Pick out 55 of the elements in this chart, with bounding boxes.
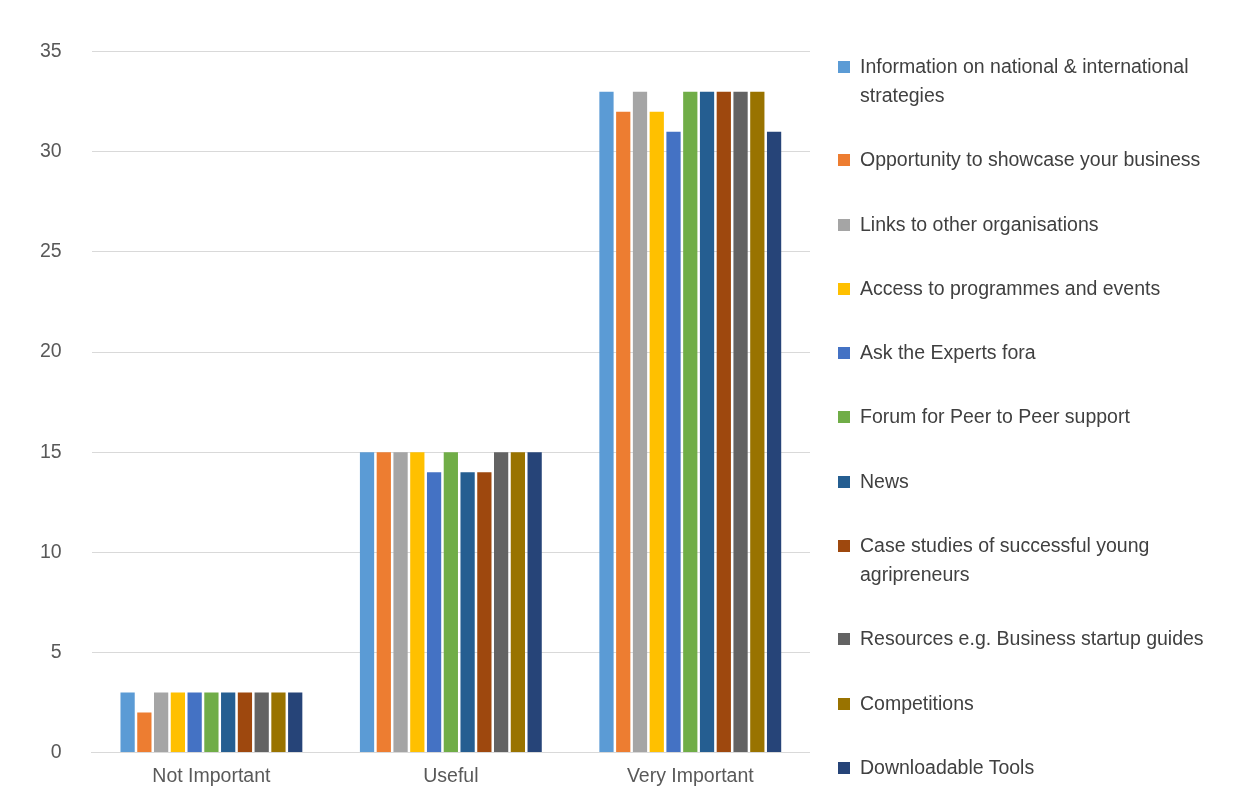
y-tick-label: 5 xyxy=(50,639,62,662)
bar xyxy=(237,692,253,753)
legend-label: Downloadable Tools xyxy=(860,754,1035,780)
legend-label: Case studies of successful young agripreneurs xyxy=(860,533,1151,588)
bar xyxy=(187,692,202,753)
legend-label: Forum for Peer to Peer support xyxy=(860,404,1130,430)
bar xyxy=(376,452,391,753)
bar xyxy=(510,452,526,753)
bar xyxy=(120,692,135,753)
bar xyxy=(699,91,715,753)
legend-label: Resources e.g. Business startup guides xyxy=(860,626,1204,652)
bar xyxy=(221,692,236,753)
legend-label: Ask the Experts fora xyxy=(860,340,1036,366)
y-tick-label: 0 xyxy=(50,739,62,762)
bar xyxy=(716,91,731,753)
y-tick-label: 20 xyxy=(39,339,62,362)
legend-label: Opportunity to showcase your business xyxy=(860,147,1201,173)
x-tick-label: Not Important xyxy=(152,763,272,786)
bar xyxy=(766,131,782,753)
bar xyxy=(733,91,748,753)
bar xyxy=(599,91,614,753)
bar xyxy=(666,131,681,753)
y-tick-label: 10 xyxy=(39,539,62,562)
y-tick-label: 25 xyxy=(39,239,62,262)
bar xyxy=(649,111,664,753)
legend-label: Competitions xyxy=(860,690,974,716)
y-tick-label: 30 xyxy=(39,139,62,162)
bar xyxy=(460,472,475,753)
y-tick-label: 35 xyxy=(39,39,62,62)
legend-label: Information on national & international strategies xyxy=(860,54,1190,108)
bar xyxy=(170,692,186,753)
bar xyxy=(288,692,303,753)
bar xyxy=(393,452,408,753)
bar xyxy=(527,452,542,753)
bar xyxy=(443,452,458,753)
legend-label: News xyxy=(860,468,909,494)
x-tick-label: Useful xyxy=(423,763,479,786)
bar xyxy=(359,452,375,753)
bar xyxy=(271,692,286,753)
bar xyxy=(616,111,631,753)
bar xyxy=(632,91,648,753)
x-tick-label: Very Important xyxy=(626,763,755,786)
bar xyxy=(426,472,442,753)
bar xyxy=(477,472,492,753)
y-tick-label: 15 xyxy=(39,439,62,462)
bar xyxy=(494,452,509,753)
legend-label: Access to programmes and events xyxy=(860,275,1161,301)
bar xyxy=(254,692,269,753)
bar xyxy=(154,692,169,753)
bar xyxy=(750,91,765,753)
bar xyxy=(410,452,425,753)
bar xyxy=(204,692,219,753)
legend-label: Links to other organisations xyxy=(860,211,1099,237)
bar xyxy=(137,712,152,753)
bar xyxy=(683,91,698,753)
